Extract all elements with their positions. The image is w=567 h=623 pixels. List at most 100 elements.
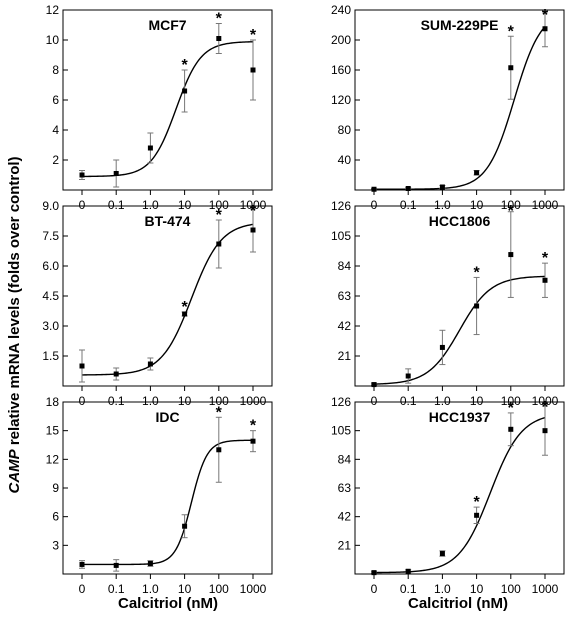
data-point bbox=[113, 371, 119, 377]
x-tick-label: 1000 bbox=[240, 198, 267, 212]
plot-frame bbox=[62, 9, 273, 191]
x-tick-label: 10 bbox=[470, 582, 484, 596]
x-tick-label: 1000 bbox=[240, 582, 267, 596]
x-tick-label: 1.0 bbox=[142, 582, 159, 596]
y-tick-label: 18 bbox=[46, 395, 60, 409]
y-tick-label: 21 bbox=[338, 349, 352, 363]
data-point bbox=[182, 523, 188, 529]
x-tick-label: 0 bbox=[79, 394, 86, 408]
y-tick-label: 2 bbox=[52, 153, 59, 167]
x-tick-label: 0 bbox=[371, 582, 378, 596]
y-tick-label: 12 bbox=[46, 452, 60, 466]
y-tick-label: 84 bbox=[338, 259, 352, 273]
plot-frame bbox=[354, 9, 565, 191]
plot-frame bbox=[62, 205, 273, 387]
y-tick-label: 12 bbox=[46, 3, 60, 17]
figure-xlabel-right: Calcitriol (nM) bbox=[408, 595, 508, 612]
y-tick-label: 10 bbox=[46, 33, 60, 47]
y-tick-label: 40 bbox=[338, 153, 352, 167]
y-tick-label: 126 bbox=[331, 199, 351, 213]
y-tick-label: 84 bbox=[338, 452, 352, 466]
data-point bbox=[405, 373, 411, 379]
significance-star: * bbox=[542, 399, 549, 416]
x-tick-label: 10 bbox=[470, 394, 484, 408]
y-tick-label: 63 bbox=[338, 289, 352, 303]
data-point bbox=[113, 562, 119, 568]
significance-star: * bbox=[542, 250, 549, 267]
significance-star: * bbox=[181, 299, 188, 316]
x-tick-label: 100 bbox=[209, 394, 229, 408]
data-point bbox=[508, 426, 514, 432]
y-tick-label: 240 bbox=[331, 3, 351, 17]
data-point bbox=[474, 512, 480, 518]
plot-frame bbox=[354, 205, 565, 387]
data-point bbox=[147, 145, 153, 151]
x-tick-label: 1000 bbox=[532, 394, 559, 408]
y-tick-label: 160 bbox=[331, 63, 351, 77]
significance-star: * bbox=[508, 400, 515, 417]
x-tick-label: 0 bbox=[371, 198, 378, 212]
y-tick-label: 80 bbox=[338, 123, 352, 137]
y-tick-label: 105 bbox=[331, 424, 351, 438]
data-point bbox=[79, 172, 85, 178]
fit-curve bbox=[82, 439, 254, 566]
y-tick-label: 120 bbox=[331, 93, 351, 107]
x-tick-label: 100 bbox=[501, 582, 521, 596]
figure-xlabel-left: Calcitriol (nM) bbox=[118, 595, 218, 612]
plot-frame bbox=[62, 401, 273, 575]
figure-ylabel-italic: CAMP bbox=[6, 448, 23, 493]
fit-curve bbox=[81, 223, 254, 376]
significance-star: * bbox=[508, 203, 515, 220]
chart-title: HCC1806 bbox=[429, 213, 491, 229]
data-point bbox=[439, 184, 445, 190]
x-tick-label: 0.1 bbox=[400, 198, 417, 212]
chart-title: HCC1937 bbox=[429, 409, 491, 425]
x-tick-label: 0.1 bbox=[108, 198, 125, 212]
chart-title: MCF7 bbox=[148, 17, 186, 33]
data-point bbox=[405, 568, 411, 574]
y-tick-label: 1.5 bbox=[42, 349, 59, 363]
data-point bbox=[405, 186, 411, 191]
significance-star: * bbox=[473, 494, 480, 511]
x-tick-label: 10 bbox=[470, 198, 484, 212]
chart-panel-2: SUM-229PE 40 80 120 160 200 240 0 0.1 1.0 10 100 100… bbox=[331, 3, 565, 212]
x-tick-label: 100 bbox=[209, 582, 229, 596]
data-point bbox=[216, 241, 222, 247]
x-tick-label: 0 bbox=[79, 582, 86, 596]
y-tick-label: 3 bbox=[52, 538, 59, 552]
x-tick-label: 0.1 bbox=[400, 582, 417, 596]
data-point bbox=[474, 170, 480, 176]
y-tick-label: 6.0 bbox=[42, 259, 59, 273]
data-point bbox=[79, 363, 85, 369]
x-tick-label: 0 bbox=[79, 198, 86, 212]
data-point bbox=[79, 561, 85, 567]
x-tick-label: 100 bbox=[501, 394, 521, 408]
data-point bbox=[216, 36, 222, 41]
data-point bbox=[371, 382, 377, 388]
significance-star: * bbox=[216, 11, 223, 28]
x-tick-label: 0 bbox=[371, 394, 378, 408]
data-point bbox=[182, 311, 188, 317]
x-tick-label: 1.0 bbox=[142, 394, 159, 408]
data-point bbox=[182, 88, 188, 94]
chart-title: IDC bbox=[155, 409, 179, 425]
x-tick-label: 100 bbox=[209, 198, 229, 212]
significance-star: * bbox=[508, 23, 515, 40]
data-point bbox=[250, 227, 256, 233]
x-tick-label: 10 bbox=[178, 582, 192, 596]
x-tick-label: 0.1 bbox=[108, 394, 125, 408]
y-tick-label: 4 bbox=[52, 123, 59, 137]
x-tick-label: 1000 bbox=[532, 582, 559, 596]
data-point bbox=[508, 252, 514, 258]
data-point bbox=[216, 447, 222, 453]
x-tick-label: 1000 bbox=[240, 394, 267, 408]
data-point bbox=[371, 186, 377, 192]
fit-curve bbox=[374, 26, 546, 190]
data-point bbox=[508, 65, 514, 71]
chart-panel-1: MCF7 2 4 6 8 10 12 0 0.1 1.0 10 100 1000 * * * bbox=[46, 3, 273, 212]
data-point bbox=[439, 344, 445, 350]
fit-curve bbox=[373, 275, 546, 385]
